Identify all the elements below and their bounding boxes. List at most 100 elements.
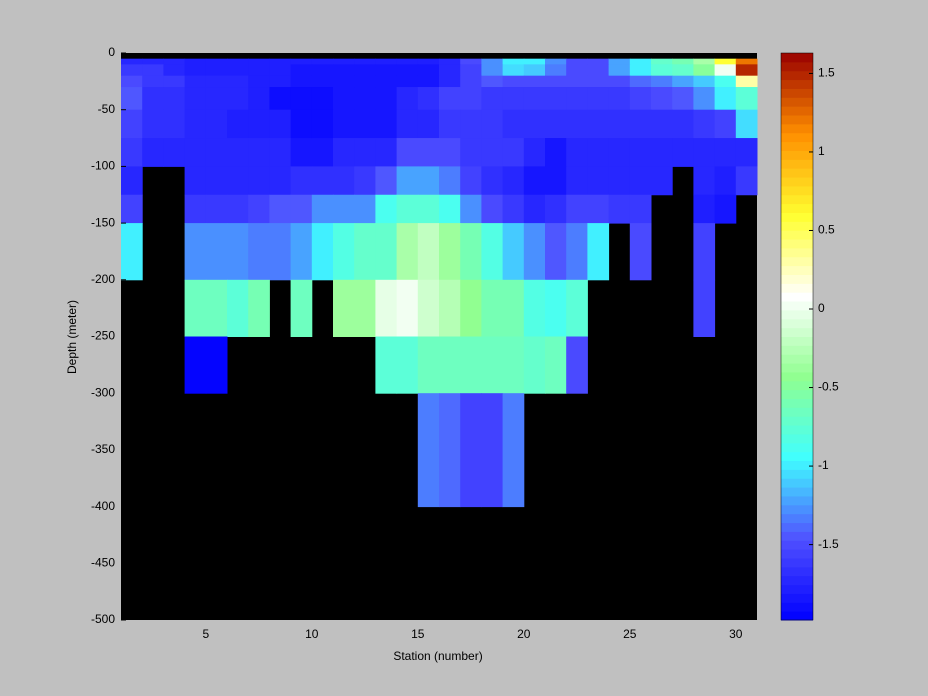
cell: [481, 223, 504, 281]
cell: [545, 223, 567, 281]
cell: [142, 75, 164, 88]
cell: [290, 64, 313, 77]
cell: [714, 75, 737, 88]
cell: [269, 58, 292, 65]
cell: [523, 64, 546, 77]
cell: [184, 64, 207, 77]
cell: [396, 336, 419, 394]
cell: [375, 279, 398, 337]
cell: [545, 64, 567, 77]
cell: [333, 58, 355, 65]
colorbar-tick-label: 1: [818, 144, 825, 158]
cell: [269, 64, 292, 77]
cell: [269, 223, 292, 281]
cell: [248, 64, 270, 77]
cell: [184, 75, 207, 88]
cell: [735, 138, 758, 167]
cell: [311, 75, 334, 88]
cell: [460, 393, 482, 508]
cell: [121, 58, 143, 65]
cell: [354, 64, 376, 77]
cell: [290, 279, 313, 337]
cell: [205, 87, 228, 111]
colorbar-swatch: [781, 247, 813, 258]
colorbar-swatch: [781, 531, 813, 541]
y-tick-label: -200: [91, 272, 115, 286]
colorbar-swatch: [781, 318, 813, 329]
colorbar-swatch: [781, 504, 813, 515]
colorbar-swatch: [781, 256, 813, 267]
cell: [714, 194, 737, 224]
colorbar-swatch: [781, 425, 813, 435]
cell: [184, 138, 207, 167]
cell: [396, 194, 419, 224]
cell: [714, 87, 737, 111]
cell: [205, 109, 228, 139]
cell: [290, 138, 313, 167]
cell: [566, 223, 588, 281]
cell: [205, 194, 228, 224]
cell: [354, 194, 376, 224]
cell: [481, 166, 504, 196]
colorbar-swatch: [781, 451, 813, 462]
cell: [311, 58, 334, 65]
cell: [311, 138, 334, 167]
cell: [629, 166, 652, 196]
cell: [333, 138, 355, 167]
cell: [205, 166, 228, 196]
cell: [523, 87, 546, 111]
cell: [163, 64, 186, 77]
cell: [184, 166, 207, 196]
colorbar-swatch: [781, 566, 813, 577]
cell: [375, 109, 398, 139]
cell: [629, 87, 652, 111]
cell: [693, 194, 716, 224]
colorbar-swatch: [781, 61, 813, 72]
cell: [502, 75, 525, 88]
cell: [502, 58, 525, 65]
colorbar-swatch: [781, 274, 813, 284]
cell: [311, 194, 334, 224]
colorbar-swatch: [781, 70, 813, 81]
cell: [693, 64, 716, 77]
cell: [184, 109, 207, 139]
cell: [375, 166, 398, 196]
y-tick-label: -500: [91, 612, 115, 626]
cell: [651, 109, 673, 139]
colorbar-tick-label: 0.5: [818, 223, 835, 237]
cell: [354, 279, 376, 337]
colorbar-swatch: [781, 549, 813, 559]
colorbar-swatch: [781, 487, 813, 497]
colorbar-swatch: [781, 141, 813, 151]
cell: [651, 166, 673, 196]
cell: [417, 166, 440, 196]
cell: [142, 109, 164, 139]
cell: [396, 75, 419, 88]
cell: [333, 64, 355, 77]
colorbar-swatch: [781, 194, 813, 205]
cell: [439, 58, 461, 65]
cell: [354, 87, 376, 111]
cell: [545, 336, 567, 394]
cell: [375, 223, 398, 281]
cell: [672, 109, 694, 139]
cell: [417, 393, 440, 508]
y-tick-label: -100: [91, 159, 115, 173]
cell: [608, 87, 631, 111]
x-tick-label: 10: [305, 627, 319, 641]
colorbar-frame: [780, 52, 814, 621]
cell: [566, 109, 588, 139]
cell: [121, 75, 143, 88]
colorbar-swatch: [781, 416, 813, 426]
colorbar-swatch: [781, 469, 813, 479]
cell: [502, 64, 525, 77]
y-tick-label: -400: [91, 499, 115, 513]
cell: [375, 58, 398, 65]
cell: [523, 336, 546, 394]
cell: [481, 194, 504, 224]
cell: [693, 58, 716, 65]
cell: [227, 138, 249, 167]
cell: [693, 138, 716, 167]
y-tick-label: -300: [91, 385, 115, 399]
cell: [269, 87, 292, 111]
